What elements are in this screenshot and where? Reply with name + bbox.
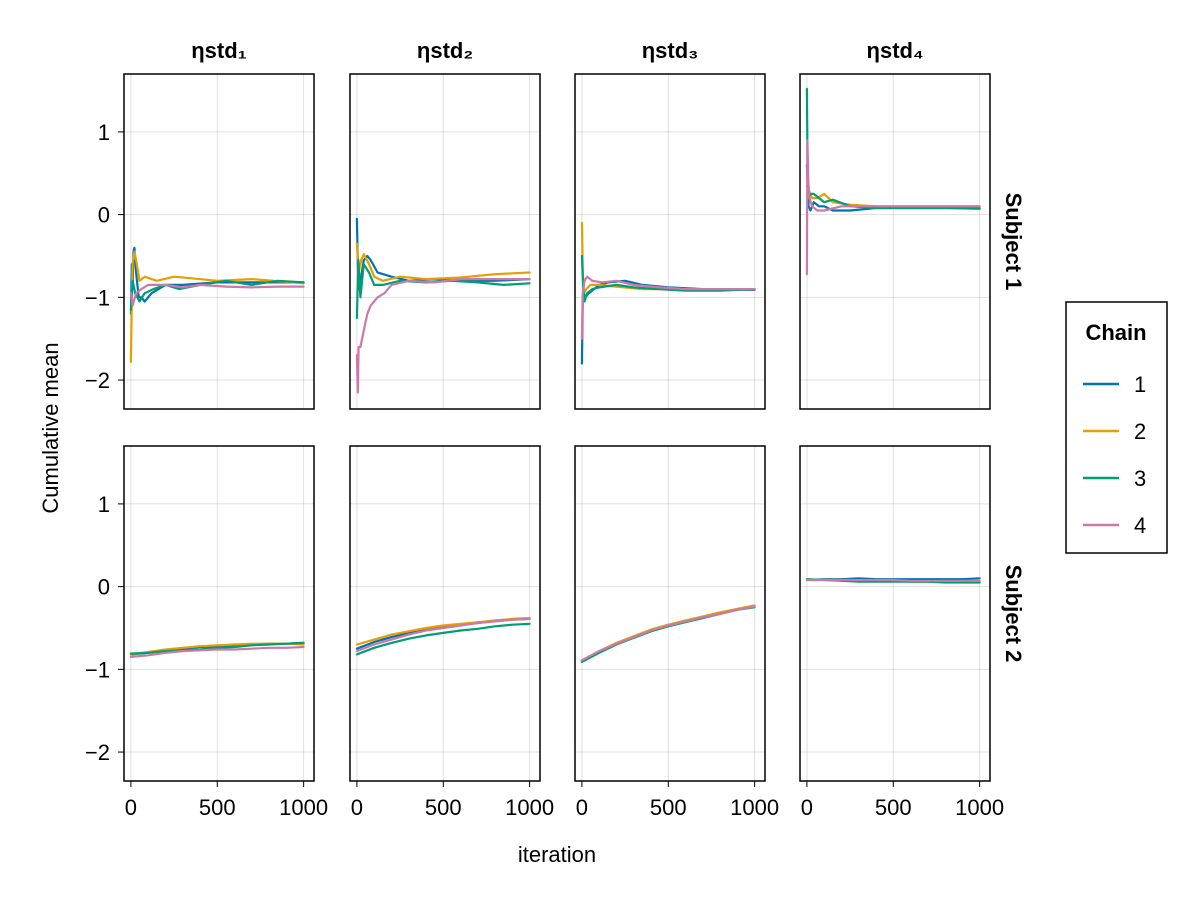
legend-label-chain-2: 2 bbox=[1134, 419, 1146, 444]
x-tick-label: 500 bbox=[199, 795, 236, 820]
x-tick-label: 500 bbox=[425, 795, 462, 820]
series-line-chain-4 bbox=[580, 605, 756, 662]
x-tick-label: 0 bbox=[351, 795, 363, 820]
legend-box bbox=[1065, 301, 1168, 554]
series-line-chain-3 bbox=[129, 641, 305, 655]
panel-grid: 1 0 −1 −2 ηstd₁ ηstd₂ ηstd₃ ηstd₄ Subject 1 1 0 −1 −… bbox=[85, 38, 1026, 820]
panel-frame bbox=[349, 445, 541, 782]
y-tick-label: 1 bbox=[98, 120, 110, 145]
x-tick-label: 500 bbox=[650, 795, 687, 820]
panel-r1-c2: ηstd₂ bbox=[349, 38, 541, 410]
column-title: ηstd₁ bbox=[191, 38, 247, 63]
y-tick-label: 1 bbox=[98, 492, 110, 517]
panel-frame bbox=[799, 445, 991, 782]
x-tick-label: 0 bbox=[801, 795, 813, 820]
panel-frame bbox=[799, 73, 991, 410]
panel-r2-c1: 1 0 −1 −2 0 500 1000 bbox=[85, 445, 328, 820]
series-group bbox=[355, 217, 531, 394]
column-title: ηstd₂ bbox=[417, 38, 473, 63]
y-tick-label: −1 bbox=[85, 657, 110, 682]
y-tick-label: −2 bbox=[85, 740, 110, 765]
legend-label-chain-1: 1 bbox=[1134, 372, 1146, 397]
series-group bbox=[580, 604, 756, 663]
panel-frame bbox=[123, 73, 315, 410]
series-group bbox=[580, 221, 756, 365]
panel-r1-c1: 1 0 −1 −2 ηstd₁ bbox=[85, 38, 315, 410]
x-tick-label: 1000 bbox=[730, 795, 779, 820]
series-line-chain-3 bbox=[580, 254, 756, 303]
panel-r2-c2: 0 500 1000 bbox=[349, 445, 554, 820]
y-tick-label: −1 bbox=[85, 285, 110, 310]
x-tick-label: 1000 bbox=[955, 795, 1004, 820]
series-line-chain-4 bbox=[129, 283, 305, 307]
panel-frame bbox=[574, 73, 766, 410]
legend-title: Chain bbox=[1085, 320, 1146, 345]
series-line-chain-4 bbox=[580, 275, 756, 340]
row-label: Subject 1 bbox=[1001, 193, 1026, 291]
x-tick-label: 1000 bbox=[505, 795, 554, 820]
y-tick-label: −2 bbox=[85, 368, 110, 393]
series-group bbox=[805, 577, 981, 584]
panel-frame bbox=[574, 445, 766, 782]
column-title: ηstd₄ bbox=[867, 38, 924, 63]
series-line-chain-4 bbox=[355, 617, 531, 653]
series-line-chain-4 bbox=[129, 645, 305, 658]
x-tick-label: 0 bbox=[125, 795, 137, 820]
panel-r2-c3: 0 500 1000 bbox=[574, 445, 779, 820]
row-label: Subject 2 bbox=[1001, 565, 1026, 663]
series-line-chain-4 bbox=[805, 139, 981, 276]
legend: Chain 1 2 3 4 bbox=[1065, 301, 1168, 554]
legend-label-chain-4: 4 bbox=[1134, 513, 1146, 538]
x-tick-label: 0 bbox=[576, 795, 588, 820]
series-line-chain-2 bbox=[355, 242, 531, 282]
series-line-chain-4 bbox=[355, 278, 531, 394]
series-group bbox=[129, 641, 305, 658]
panel-r1-c3: ηstd₃ bbox=[574, 38, 766, 410]
x-tick-label: 1000 bbox=[279, 795, 328, 820]
series-group bbox=[355, 616, 531, 656]
x-axis-label: iteration bbox=[518, 842, 596, 867]
legend-entries: 1 2 3 4 bbox=[1083, 372, 1146, 538]
series-group bbox=[129, 246, 305, 363]
panel-r2-c4: 0 500 1000 Subject 2 bbox=[799, 445, 1026, 820]
column-title: ηstd₃ bbox=[642, 38, 699, 63]
series-group bbox=[805, 87, 981, 276]
series-line-chain-4 bbox=[805, 578, 981, 582]
x-tick-label: 500 bbox=[875, 795, 912, 820]
panel-frame bbox=[349, 73, 541, 410]
series-line-chain-2 bbox=[129, 250, 305, 363]
legend-label-chain-3: 3 bbox=[1134, 466, 1146, 491]
y-tick-label: 0 bbox=[98, 575, 110, 600]
series-line-chain-3 bbox=[355, 622, 531, 656]
panel-frame bbox=[123, 445, 315, 782]
y-tick-label: 0 bbox=[98, 203, 110, 228]
y-axis-label: Cumulative mean bbox=[38, 342, 63, 513]
panel-r1-c4: ηstd₄ Subject 1 bbox=[799, 38, 1026, 410]
series-line-chain-3 bbox=[355, 259, 531, 320]
